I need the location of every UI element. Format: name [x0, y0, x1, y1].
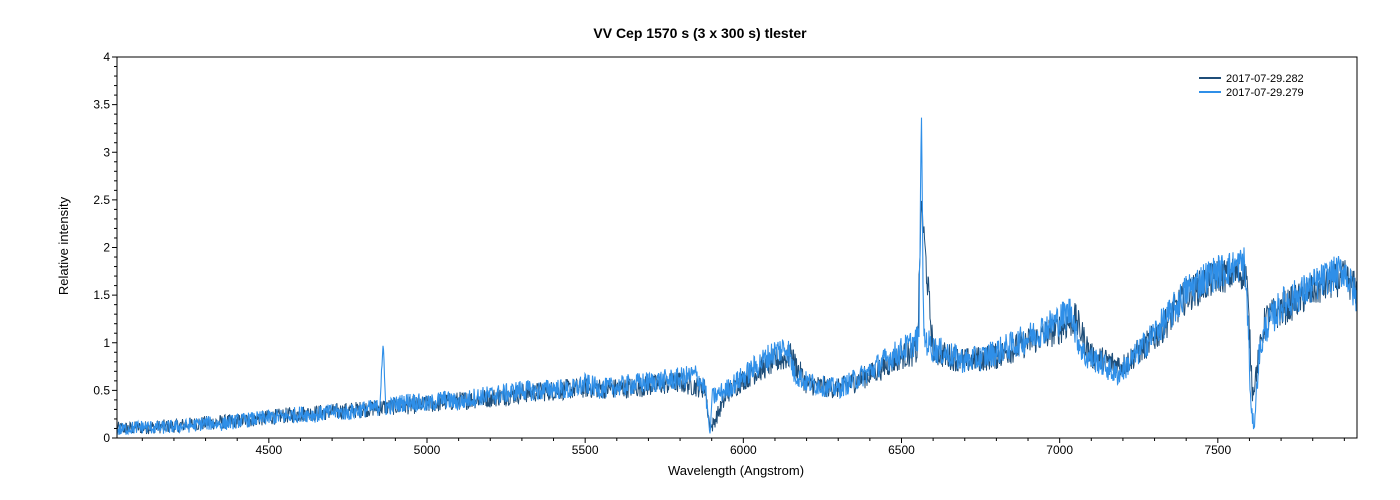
- series-line-2: [117, 117, 1357, 436]
- axes: 4500 5000 5500 6000 6500 7000 7500 0 0.5 1 1.5 2 2.5…: [93, 50, 1358, 457]
- y-tick-label: 1: [103, 336, 110, 350]
- chart-title: VV Cep 1570 s (3 x 300 s) tlester: [593, 25, 807, 41]
- legend-label-2: 2017-07-29.279: [1226, 87, 1304, 99]
- y-tick-label: 0: [103, 431, 110, 445]
- y-tick-label: 2.5: [93, 193, 110, 207]
- y-tick-label: 4: [103, 50, 110, 64]
- y-axis-label: Relative intensity: [56, 196, 71, 295]
- x-axis-label: Wavelength (Angstrom): [668, 463, 804, 478]
- y-tick-label: 1.5: [93, 288, 110, 302]
- y-tick-label: 0.5: [93, 383, 110, 397]
- y-tick-label: 2: [103, 241, 110, 255]
- x-tick-label: 5000: [414, 443, 441, 457]
- legend: 2017-07-29.282 2017-07-29.279: [1199, 73, 1304, 99]
- x-tick-label: 4500: [255, 443, 282, 457]
- plot-area: [117, 57, 1357, 438]
- y-tick-label: 3: [103, 145, 110, 159]
- x-tick-label: 7500: [1204, 443, 1231, 457]
- series-2: [117, 117, 1357, 436]
- x-tick-label: 7000: [1046, 443, 1073, 457]
- x-tick-label: 6500: [888, 443, 915, 457]
- x-tick-label: 5500: [572, 443, 599, 457]
- legend-label-1: 2017-07-29.282: [1226, 73, 1304, 85]
- x-tick-label: 6000: [730, 443, 757, 457]
- y-tick-label: 3.5: [93, 98, 110, 112]
